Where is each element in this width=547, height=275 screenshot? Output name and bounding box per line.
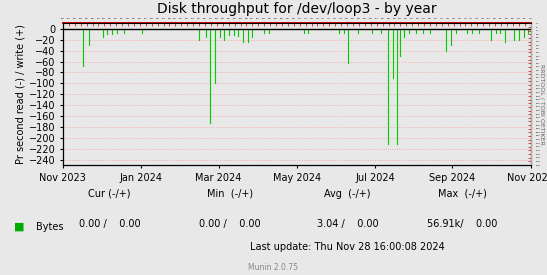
Text: Avg  (-/+): Avg (-/+) <box>324 189 371 199</box>
Text: ■: ■ <box>14 222 24 232</box>
Text: 3.04 /    0.00: 3.04 / 0.00 <box>317 219 378 229</box>
Text: 0.00 /    0.00: 0.00 / 0.00 <box>199 219 260 229</box>
Y-axis label: Pr second read (-) / write (+): Pr second read (-) / write (+) <box>16 24 26 164</box>
Text: 0.00 /    0.00: 0.00 / 0.00 <box>79 219 140 229</box>
Text: 56.91k/    0.00: 56.91k/ 0.00 <box>427 219 497 229</box>
Text: Max  (-/+): Max (-/+) <box>438 189 487 199</box>
Title: Disk throughput for /dev/loop3 - by year: Disk throughput for /dev/loop3 - by year <box>157 2 437 16</box>
Text: Min  (-/+): Min (-/+) <box>207 189 253 199</box>
Text: Cur (-/+): Cur (-/+) <box>88 189 131 199</box>
Text: Bytes: Bytes <box>36 222 63 232</box>
Text: RRDTOOL / TOBI OETIKER: RRDTOOL / TOBI OETIKER <box>539 64 544 145</box>
Text: Munin 2.0.75: Munin 2.0.75 <box>248 263 299 271</box>
Text: Last update: Thu Nov 28 16:00:08 2024: Last update: Thu Nov 28 16:00:08 2024 <box>250 242 445 252</box>
